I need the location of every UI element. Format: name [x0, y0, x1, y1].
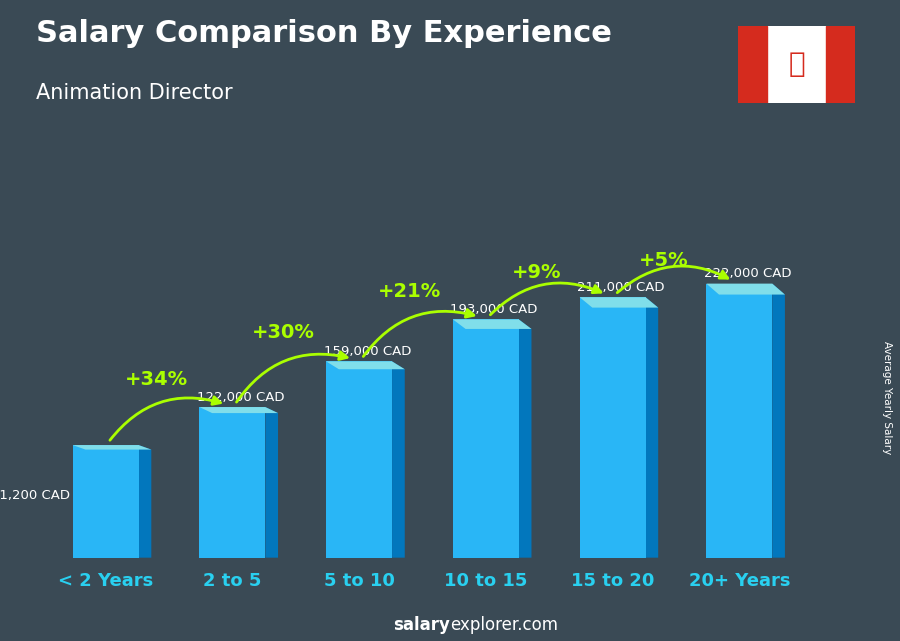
Text: 211,000 CAD: 211,000 CAD: [577, 281, 664, 294]
Polygon shape: [139, 445, 151, 558]
FancyArrowPatch shape: [110, 397, 220, 440]
Text: 🍁: 🍁: [788, 50, 805, 78]
Polygon shape: [326, 362, 405, 369]
Text: 193,000 CAD: 193,000 CAD: [450, 303, 537, 316]
Polygon shape: [645, 297, 658, 558]
Polygon shape: [73, 445, 151, 449]
Polygon shape: [706, 283, 772, 558]
Bar: [826, 26, 855, 103]
Polygon shape: [200, 407, 266, 558]
Text: 91,200 CAD: 91,200 CAD: [0, 489, 70, 503]
Text: +5%: +5%: [638, 251, 689, 270]
Polygon shape: [453, 319, 518, 558]
Bar: [738, 26, 767, 103]
FancyArrowPatch shape: [617, 266, 728, 293]
Polygon shape: [453, 319, 532, 329]
FancyArrowPatch shape: [237, 352, 347, 402]
Polygon shape: [392, 362, 405, 558]
Polygon shape: [706, 283, 785, 295]
Text: Salary Comparison By Experience: Salary Comparison By Experience: [36, 19, 612, 48]
Text: +21%: +21%: [378, 282, 441, 301]
Text: explorer.com: explorer.com: [450, 616, 558, 634]
Polygon shape: [200, 407, 278, 413]
Text: 159,000 CAD: 159,000 CAD: [324, 345, 411, 358]
Text: salary: salary: [393, 616, 450, 634]
Polygon shape: [580, 297, 658, 308]
FancyArrowPatch shape: [364, 310, 473, 356]
Polygon shape: [772, 283, 785, 558]
Text: Average Yearly Salary: Average Yearly Salary: [881, 341, 892, 454]
FancyArrowPatch shape: [491, 283, 601, 315]
Text: 122,000 CAD: 122,000 CAD: [197, 391, 284, 404]
Polygon shape: [266, 407, 278, 558]
Text: Animation Director: Animation Director: [36, 83, 232, 103]
Text: +30%: +30%: [252, 323, 314, 342]
Polygon shape: [518, 319, 532, 558]
Text: +34%: +34%: [125, 370, 188, 389]
Polygon shape: [580, 297, 645, 558]
Polygon shape: [73, 445, 139, 558]
Polygon shape: [326, 362, 392, 558]
Text: 222,000 CAD: 222,000 CAD: [704, 267, 791, 280]
Text: +9%: +9%: [512, 263, 562, 282]
